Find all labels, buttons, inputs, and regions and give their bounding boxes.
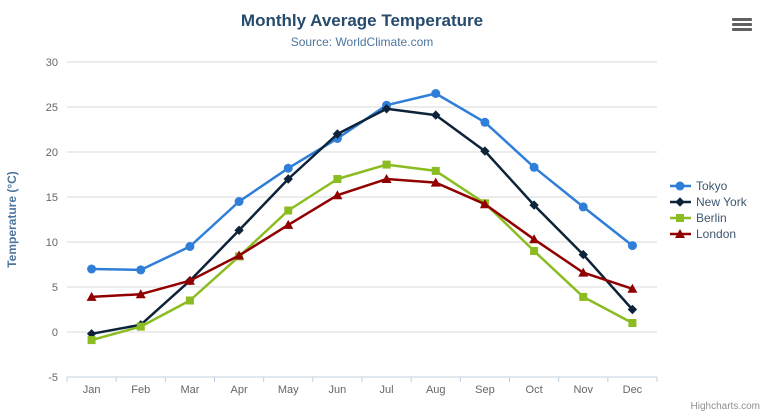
data-point-triangle[interactable] bbox=[430, 177, 441, 187]
data-point-circle[interactable] bbox=[627, 241, 637, 251]
series-line-new-york[interactable] bbox=[91, 107, 634, 336]
data-point-square[interactable] bbox=[333, 175, 342, 183]
data-point-diamond[interactable] bbox=[529, 200, 539, 210]
data-point-circle[interactable] bbox=[529, 162, 539, 172]
data-point-square[interactable] bbox=[185, 296, 194, 305]
data-point-triangle[interactable] bbox=[627, 283, 638, 293]
data-point-diamond[interactable] bbox=[431, 110, 441, 120]
y-tick-label: -5 bbox=[48, 372, 58, 384]
x-tick-label: Jun bbox=[329, 384, 347, 396]
x-tick-label: Jan bbox=[83, 384, 101, 396]
data-point-circle[interactable] bbox=[578, 202, 588, 212]
legend-marker-tokyo bbox=[670, 181, 691, 191]
data-point-triangle[interactable] bbox=[381, 174, 392, 183]
data-point-circle bbox=[675, 181, 685, 191]
legend-item-tokyo[interactable]: Tokyo bbox=[670, 178, 747, 194]
data-point-triangle[interactable] bbox=[184, 275, 195, 285]
data-point-diamond[interactable] bbox=[381, 104, 392, 114]
data-point-square bbox=[676, 214, 684, 222]
series-line-tokyo[interactable] bbox=[91, 92, 634, 272]
data-point-diamond[interactable] bbox=[283, 174, 293, 184]
data-point-circle[interactable] bbox=[136, 265, 146, 275]
y-tick-label: 0 bbox=[52, 327, 58, 339]
x-tick-label: Nov bbox=[573, 384, 593, 396]
data-point-circle[interactable] bbox=[87, 264, 97, 274]
data-point-diamond[interactable] bbox=[332, 129, 343, 139]
chart-subtitle: Source: WorldClimate.com bbox=[290, 35, 434, 49]
y-tick-label: 25 bbox=[46, 102, 58, 114]
y-tick-label: 15 bbox=[46, 192, 58, 204]
legend-item-new-york[interactable]: New York bbox=[670, 194, 747, 210]
x-tick-label: Aug bbox=[426, 384, 446, 396]
export-menu-button[interactable] bbox=[731, 15, 755, 35]
x-tick-label: Feb bbox=[131, 384, 150, 396]
legend: Tokyo New York Berlin London bbox=[670, 178, 747, 242]
series-tokyo bbox=[87, 89, 637, 275]
legend-marker-london bbox=[670, 229, 691, 238]
data-point-square[interactable] bbox=[579, 292, 588, 301]
x-tick-label: Apr bbox=[231, 384, 248, 396]
data-point-square[interactable] bbox=[628, 319, 637, 327]
credits-link[interactable]: Highcharts.com bbox=[690, 401, 760, 412]
x-tick-label: Dec bbox=[623, 384, 643, 396]
legend-marker-new-york bbox=[670, 197, 691, 207]
data-point-circle[interactable] bbox=[431, 89, 441, 98]
y-tick-label: 5 bbox=[52, 282, 58, 294]
data-point-triangle[interactable] bbox=[234, 250, 245, 260]
data-point-triangle[interactable] bbox=[529, 234, 540, 244]
y-tick-label: 10 bbox=[46, 237, 58, 249]
data-point-square[interactable] bbox=[530, 247, 539, 255]
data-point-square[interactable] bbox=[87, 336, 96, 345]
data-point-triangle[interactable] bbox=[135, 289, 146, 299]
data-point-circle[interactable] bbox=[283, 163, 293, 173]
x-tick-label: Oct bbox=[526, 384, 543, 396]
data-point-diamond[interactable] bbox=[578, 249, 588, 260]
series-line-london[interactable] bbox=[91, 177, 633, 299]
data-point-square[interactable] bbox=[382, 160, 391, 169]
legend-label: London bbox=[696, 227, 737, 241]
data-point-triangle bbox=[675, 229, 685, 238]
x-tick-label: Sep bbox=[475, 384, 495, 396]
data-point-square[interactable] bbox=[136, 322, 145, 331]
x-tick-label: Jul bbox=[380, 384, 394, 396]
data-point-diamond bbox=[675, 197, 685, 207]
legend-item-london[interactable]: London bbox=[670, 226, 747, 242]
data-point-diamond[interactable] bbox=[480, 146, 490, 156]
legend-marker-berlin bbox=[670, 214, 691, 222]
series-line-berlin[interactable] bbox=[91, 163, 634, 342]
legend-label: New York bbox=[696, 195, 747, 209]
hamburger-icon bbox=[732, 17, 754, 31]
data-point-circle[interactable] bbox=[185, 242, 195, 251]
data-point-triangle[interactable] bbox=[283, 219, 294, 229]
x-tick-label: May bbox=[278, 384, 299, 396]
data-point-triangle[interactable] bbox=[578, 267, 589, 277]
data-point-square[interactable] bbox=[431, 166, 440, 175]
series-london bbox=[86, 174, 638, 301]
data-point-diamond[interactable] bbox=[627, 304, 638, 315]
chart-title: Monthly Average Temperature bbox=[240, 11, 484, 30]
series-new-york bbox=[86, 104, 638, 339]
legend-label: Berlin bbox=[696, 211, 727, 225]
legend-item-berlin[interactable]: Berlin bbox=[670, 210, 747, 226]
data-point-triangle[interactable] bbox=[332, 190, 343, 200]
y-tick-label: 20 bbox=[46, 147, 58, 159]
data-point-diamond[interactable] bbox=[234, 225, 244, 235]
data-point-triangle[interactable] bbox=[479, 199, 490, 209]
data-point-square[interactable] bbox=[284, 206, 293, 215]
data-point-circle[interactable] bbox=[480, 117, 490, 127]
legend-label: Tokyo bbox=[696, 179, 728, 193]
data-point-triangle[interactable] bbox=[86, 291, 97, 301]
data-point-circle[interactable] bbox=[234, 197, 244, 206]
y-tick-label: 30 bbox=[46, 57, 58, 69]
x-tick-label: Mar bbox=[180, 384, 199, 396]
y-axis-title: Temperature (°C) bbox=[5, 171, 19, 268]
